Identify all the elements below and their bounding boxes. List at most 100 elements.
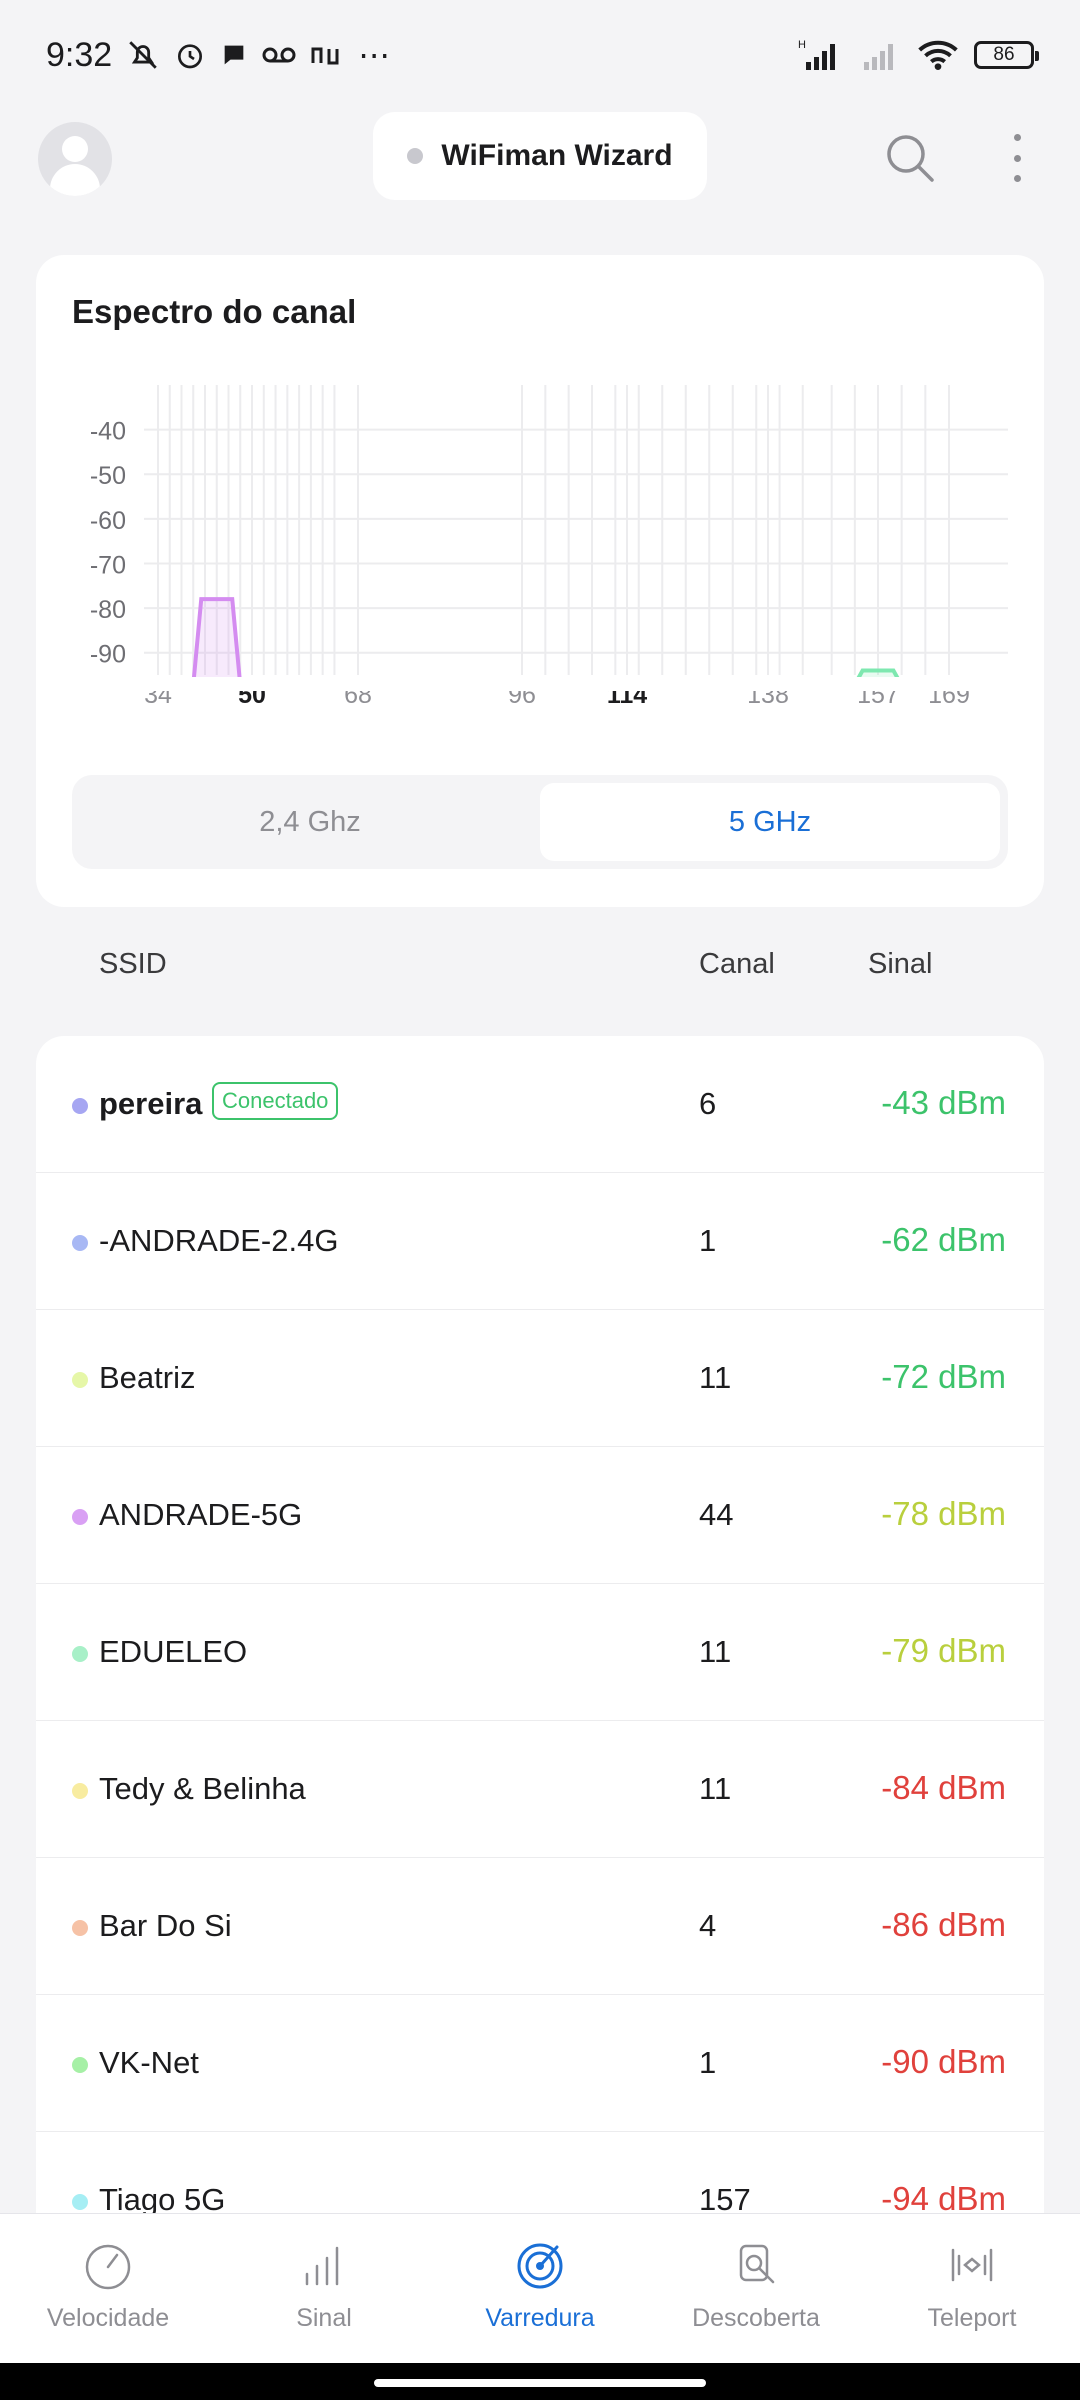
status-time: 9:32 [46, 35, 113, 74]
nav-velocidade[interactable]: Velocidade [0, 2214, 216, 2363]
network-row[interactable]: Tedy & Belinha 11 -84 dBm [36, 1721, 1044, 1858]
avatar-icon[interactable] [38, 122, 112, 196]
network-row[interactable]: Beatriz 11 -72 dBm [36, 1310, 1044, 1447]
wifi-icon [918, 40, 958, 70]
network-signal: -72 dBm [881, 1358, 1006, 1395]
network-channel: 11 [699, 1360, 732, 1395]
alarm-icon [178, 44, 203, 69]
network-channel: 11 [699, 1771, 732, 1806]
network-channel: 4 [699, 1908, 717, 1943]
radar-icon [517, 2243, 563, 2289]
nu-app-icon [311, 47, 339, 65]
network-ssid: EDUELEO [99, 1634, 248, 1669]
y-tick-label: -50 [90, 462, 126, 490]
network-color-dot-icon [72, 1920, 88, 1936]
wifiman-wizard-button[interactable]: WiFiman Wizard [373, 112, 707, 200]
network-row[interactable]: ANDRADE-5G 44 -78 dBm [36, 1447, 1044, 1584]
nav-varredura[interactable]: Varredura [432, 2214, 648, 2363]
network-channel: 6 [699, 1086, 717, 1121]
chart-baseline-mask [36, 677, 1044, 691]
device-search-icon [739, 2244, 775, 2284]
voicemail-icon [262, 47, 296, 63]
tab-2-4ghz[interactable]: 2,4 Ghz [259, 805, 361, 838]
table-header: SSID Canal Sinal [0, 930, 1080, 996]
network-signal: -90 dBm [881, 2043, 1006, 2080]
network-ssid: Bar Do Si [99, 1908, 232, 1943]
nav-descoberta[interactable]: Descoberta [648, 2214, 864, 2363]
more-vertical-icon[interactable] [1000, 130, 1034, 186]
network-ssid: pereira [99, 1086, 203, 1121]
teleport-icon [951, 2248, 993, 2282]
chat-bubble-icon [224, 45, 244, 65]
network-signal: -79 dBm [881, 1632, 1006, 1669]
tab-5ghz[interactable]: 5 GHz [540, 783, 1000, 861]
muted-bell-icon [129, 41, 157, 69]
col-sinal: Sinal [868, 948, 933, 980]
y-tick-label: -40 [90, 418, 126, 446]
band-selector: 2,4 Ghz 5 GHz [72, 775, 1008, 869]
network-type-label: H [798, 39, 806, 51]
network-color-dot-icon [72, 1235, 88, 1251]
connected-badge: Conectado [212, 1082, 339, 1120]
home-indicator[interactable] [374, 2379, 706, 2387]
network-row[interactable]: pereira Conectado 6 -43 dBm [36, 1036, 1044, 1173]
status-dot-icon [407, 148, 424, 164]
cell-signal-icon: H [798, 39, 835, 70]
network-row[interactable]: Tiago 5G 157 -94 dBm [36, 2132, 1044, 2236]
network-signal: -84 dBm [881, 1769, 1006, 1806]
network-row[interactable]: -ANDRADE-2.4G 1 -62 dBm [36, 1173, 1044, 1310]
nav-label: Descoberta [692, 2304, 820, 2332]
network-signal: -62 dBm [881, 1221, 1006, 1258]
network-color-dot-icon [72, 2194, 88, 2210]
y-tick-label: -80 [90, 596, 126, 624]
battery-indicator: 86 [974, 41, 1039, 69]
network-channel: 1 [699, 1223, 717, 1258]
nav-sinal[interactable]: Sinal [216, 2214, 432, 2363]
card-title: Espectro do canal [72, 293, 357, 330]
network-color-dot-icon [72, 1509, 88, 1525]
search-icon[interactable] [882, 130, 938, 186]
network-channel: 44 [699, 1497, 734, 1532]
network-ssid: Tiago 5G [99, 2182, 226, 2217]
network-channel: 157 [699, 2182, 751, 2217]
y-tick-label: -60 [90, 507, 126, 535]
network-signal: -78 dBm [881, 1495, 1006, 1532]
status-notification-icons: ⋯ [126, 36, 390, 74]
status-bar: 9:32 ⋯ H 86 [0, 0, 1080, 110]
network-list: pereira Conectado 6 -43 dBm -ANDRADE-2.4G 1 -6… [36, 1036, 1044, 2236]
network-color-dot-icon [72, 1646, 88, 1662]
y-tick-label: -90 [90, 641, 126, 669]
nav-label: Teleport [927, 2304, 1017, 2332]
nav-label: Velocidade [46, 2304, 170, 2332]
network-row[interactable]: EDUELEO 11 -79 dBm [36, 1584, 1044, 1721]
app-header: WiFiman Wizard [0, 110, 1080, 210]
channel-signal-shape [191, 597, 243, 687]
bottom-navigation: Velocidade Sinal Varredura Descoberta Te… [0, 2213, 1080, 2363]
col-canal: Canal [699, 948, 775, 980]
nav-label: Sinal [296, 2304, 352, 2332]
network-ssid: Tedy & Belinha [99, 1771, 306, 1806]
network-ssid: Beatriz [99, 1360, 196, 1395]
network-channel: 1 [699, 2045, 717, 2080]
network-ssid: ANDRADE-5G [99, 1497, 303, 1532]
wizard-title: WiFiman Wizard [441, 139, 673, 172]
network-signal: -94 dBm [881, 2180, 1006, 2217]
status-system-icons: H 86 [798, 38, 1039, 72]
speedometer-icon [85, 2244, 131, 2290]
network-ssid: VK-Net [99, 2045, 199, 2080]
nav-teleport[interactable]: Teleport [864, 2214, 1080, 2363]
network-color-dot-icon [72, 1783, 88, 1799]
network-signal: -86 dBm [881, 1906, 1006, 1943]
network-color-dot-icon [72, 2057, 88, 2073]
signal-bars-icon [305, 2246, 339, 2286]
network-channel: 11 [699, 1634, 732, 1669]
col-ssid: SSID [99, 948, 167, 980]
system-home-bar [0, 2363, 1080, 2400]
network-row[interactable]: Bar Do Si 4 -86 dBm [36, 1858, 1044, 1995]
y-tick-label: -70 [90, 551, 126, 579]
nav-label: Varredura [485, 2304, 595, 2332]
status-more-text: ⋯ [358, 37, 391, 73]
network-color-dot-icon [72, 1372, 88, 1388]
network-row[interactable]: VK-Net 1 -90 dBm [36, 1995, 1044, 2132]
